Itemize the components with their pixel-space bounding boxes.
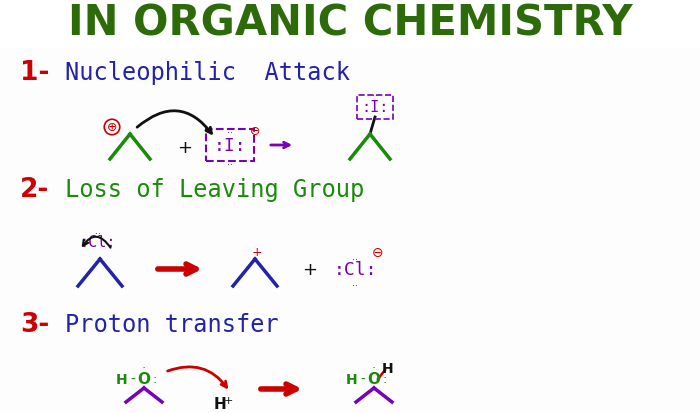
Text: :: : — [383, 373, 387, 386]
Bar — [0, 0, 700, 48]
Text: 1-: 1- — [20, 60, 50, 86]
Text: ..: .. — [95, 225, 101, 235]
Text: ⊖: ⊖ — [372, 245, 384, 259]
Text: +: + — [252, 246, 262, 259]
Text: ..: .. — [227, 157, 233, 166]
Text: H: H — [346, 372, 358, 386]
Text: H: H — [214, 396, 226, 411]
Text: O: O — [368, 372, 381, 387]
Text: H: H — [116, 372, 128, 386]
Text: ⊖: ⊖ — [250, 125, 260, 138]
Bar — [0, 48, 700, 413]
Text: +: + — [223, 395, 232, 405]
Text: :I:: :I: — [361, 100, 388, 115]
Text: -: - — [360, 372, 365, 386]
Text: :Cl:: :Cl: — [333, 260, 377, 278]
Text: :: : — [153, 373, 157, 386]
Text: :I:: :I: — [214, 137, 246, 154]
Text: +: + — [302, 260, 318, 278]
Text: O: O — [137, 372, 150, 387]
Text: ..: .. — [372, 88, 378, 98]
Text: ⊕: ⊕ — [106, 121, 118, 134]
Text: ..: .. — [352, 252, 358, 261]
Text: :: : — [372, 363, 376, 375]
Text: Loss of Leaving Group: Loss of Leaving Group — [65, 178, 364, 202]
Text: 2-: 2- — [20, 177, 49, 202]
Text: ..: .. — [227, 125, 233, 135]
Text: IN ORGANIC CHEMISTRY: IN ORGANIC CHEMISTRY — [68, 3, 632, 45]
Text: :: : — [142, 363, 146, 375]
Text: :Cl:: :Cl: — [80, 235, 116, 250]
Text: 3-: 3- — [20, 311, 49, 337]
Text: Proton transfer: Proton transfer — [65, 312, 279, 336]
Text: +: + — [178, 139, 193, 157]
Text: ..: .. — [352, 277, 358, 287]
Text: H: H — [382, 361, 394, 375]
Text: Nucleophilic  Attack: Nucleophilic Attack — [65, 61, 350, 85]
Text: -: - — [131, 372, 135, 386]
